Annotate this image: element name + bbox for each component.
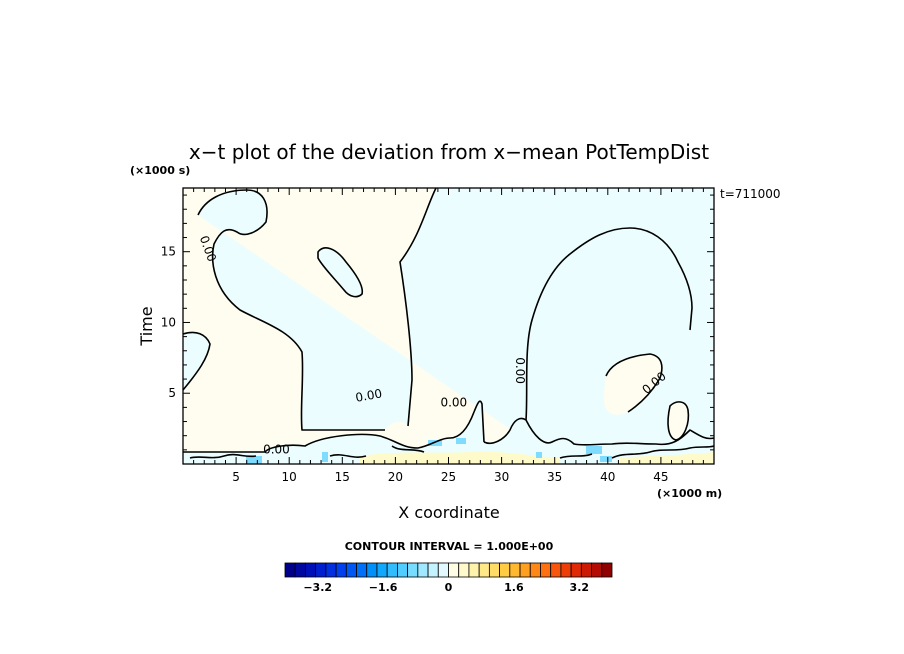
colorbar-cell: [478, 562, 490, 578]
colorbar-cell: [366, 562, 378, 578]
colorbar-cell: [315, 562, 327, 578]
colorbar-cell: [386, 562, 398, 578]
positive-bubble-east-small: [668, 401, 689, 440]
x-axis-label: X coordinate: [398, 503, 499, 522]
axis-ticks: [183, 188, 714, 464]
colorbar-cell: [437, 562, 449, 578]
colorbar-cell: [417, 562, 429, 578]
x-tick-label: 45: [653, 470, 668, 484]
colorbar-tick-labels: −3.2 −1.6 0 1.6 3.2: [303, 581, 589, 594]
contour-upper-bubble: [317, 247, 364, 298]
x-tick-label: 10: [282, 470, 297, 484]
contour-label: 0.00: [354, 386, 383, 404]
colorbar-cell: [407, 562, 419, 578]
colorbar-cell: [509, 562, 521, 578]
colorbar-cell: [529, 562, 541, 578]
colorbar-cell: [294, 562, 306, 578]
colorbar-cell: [345, 562, 357, 578]
y-tick-label: 15: [161, 245, 176, 259]
y-axis-label: Time: [137, 306, 156, 346]
x-unit-label: (×1000 m): [657, 487, 722, 500]
colorbar-cell: [397, 562, 409, 578]
y-tick-label: 10: [161, 315, 176, 329]
contour-label: 0.00: [513, 357, 527, 384]
contour-label: 0.00: [440, 396, 467, 410]
negative-region-west: [183, 332, 210, 390]
colorbar-tick-label: 0: [445, 581, 453, 594]
x-tick-label: 25: [441, 470, 456, 484]
colorbar-cell: [550, 562, 562, 578]
colorbar-cell: [570, 562, 582, 578]
time-annotation: t=711000: [720, 187, 781, 201]
contour-west: [182, 331, 211, 391]
negative-regions: [183, 188, 714, 464]
x-tick-label: 35: [547, 470, 562, 484]
colorbar-cell: [580, 562, 592, 578]
colorbar-cell: [560, 562, 572, 578]
y-tick-label: 5: [168, 386, 176, 400]
contour-east-small: [667, 401, 690, 441]
negative-region-main: [183, 188, 714, 464]
chart-title: x−t plot of the deviation from x−mean Po…: [189, 140, 709, 164]
x-tick-labels: 5 10 15 20 25 30 35 40 45: [232, 470, 668, 484]
colorbar-cell: [376, 562, 388, 578]
colorbar-cell: [458, 562, 470, 578]
colorbar-tick-label: 1.6: [504, 581, 524, 594]
colorbar-cell: [488, 562, 500, 578]
colorbar-cell: [601, 562, 613, 578]
colorbar-cell: [499, 562, 511, 578]
positive-patches: [360, 354, 714, 464]
positive-bubble-east: [603, 354, 662, 415]
colorbar-cell: [468, 562, 480, 578]
contour-mid-dip: [473, 400, 485, 443]
x-tick-label: 20: [388, 470, 403, 484]
colorbar-cell: [325, 562, 337, 578]
negative-region-upper-bubble: [318, 247, 363, 297]
colorbar-tick-label: −3.2: [303, 581, 332, 594]
colorbar-tick-label: −1.6: [369, 581, 398, 594]
x-tick-label: 30: [494, 470, 509, 484]
x-tick-label: 5: [232, 470, 240, 484]
contour-east-bubble: [605, 353, 663, 413]
plot-area: 0.000.00 0.000.000.00 0.00: [182, 187, 715, 465]
colorbar-cell: [356, 562, 368, 578]
warm-strip-1: [360, 451, 560, 464]
colorbar: [284, 562, 613, 578]
y-tick-labels: 5 10 15: [161, 245, 176, 401]
contour-lower-right: [483, 417, 715, 446]
contour-lower-left: [183, 411, 475, 453]
colorbar-cell: [448, 562, 460, 578]
contour-east-dome: [525, 227, 693, 421]
colorbar-cell: [284, 562, 296, 578]
colorbar-tick-label: 3.2: [570, 581, 590, 594]
y-unit-label: (×1000 s): [130, 164, 190, 177]
colorbar-cell: [540, 562, 552, 578]
x-tick-label: 40: [600, 470, 615, 484]
x-tick-label: 15: [335, 470, 350, 484]
contour-label: 0.00: [263, 442, 290, 456]
colorbar-cell: [305, 562, 317, 578]
colorbar-cell: [335, 562, 347, 578]
contour-interval-label: CONTOUR INTERVAL = 1.000E+00: [345, 540, 554, 553]
contour-left-lobe: [197, 189, 385, 431]
zero-contours: [182, 187, 715, 459]
colorbar-cell: [427, 562, 439, 578]
colorbar-cell: [519, 562, 531, 578]
contour-center-lobe: [399, 187, 437, 427]
colorbar-cell: [591, 562, 603, 578]
contour-bottom-noise: [189, 445, 715, 459]
warm-strip-2: [620, 452, 714, 464]
